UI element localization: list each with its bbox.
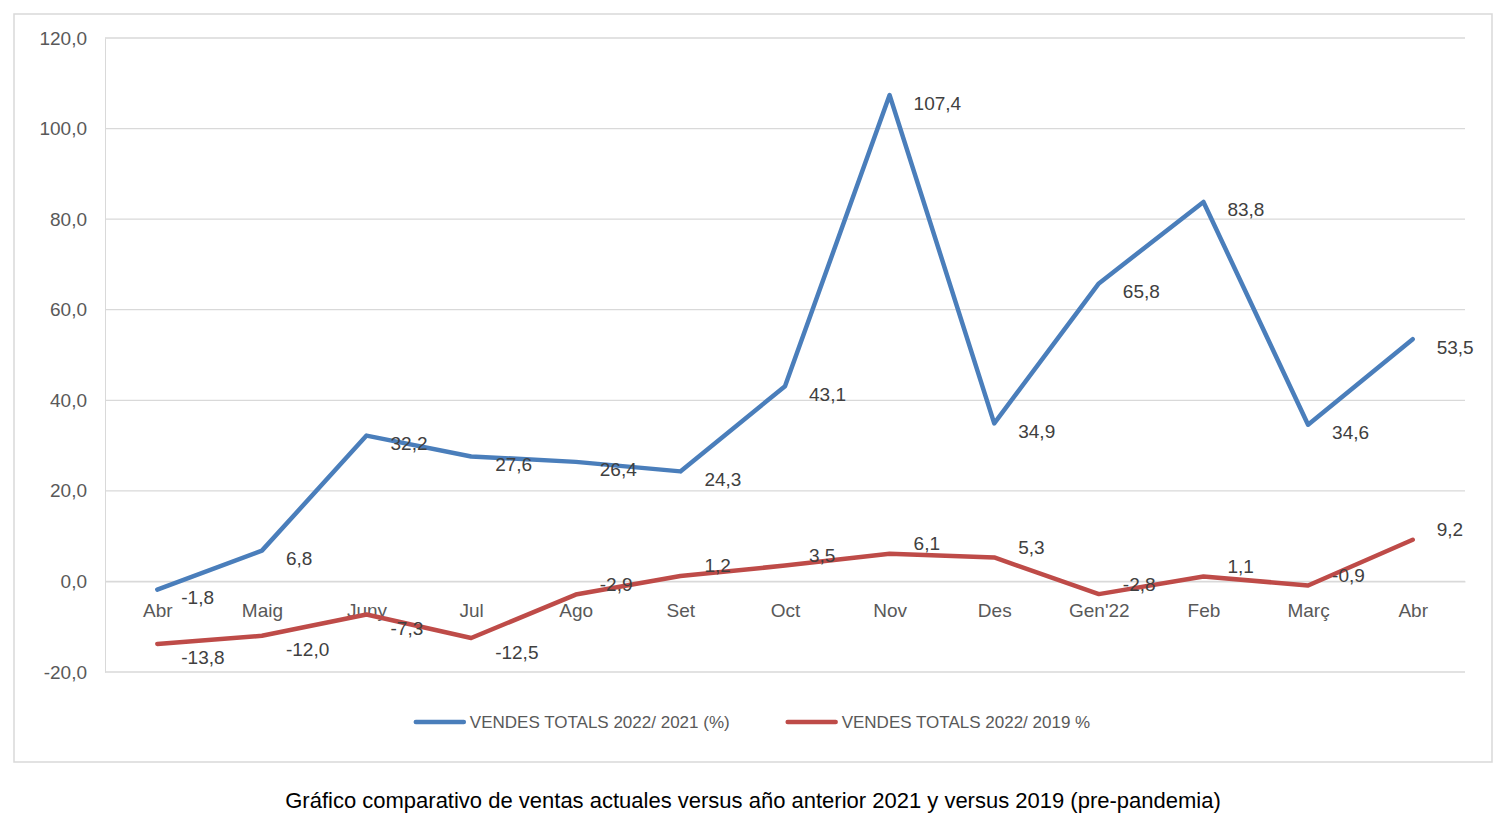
legend-item: VENDES TOTALS 2022/ 2021 (%) <box>416 713 730 732</box>
y-tick-label: 60,0 <box>50 299 87 320</box>
y-tick-label: 20,0 <box>50 480 87 501</box>
x-tick-label: Jul <box>460 600 484 621</box>
x-axis: AbrMaigJunyJulAgoSetOctNovDesGen'22FebMa… <box>106 582 1466 621</box>
data-label: -12,5 <box>495 642 538 663</box>
x-tick-label: Nov <box>873 600 907 621</box>
chart-title: Gráfico comparativo de ventas actuales v… <box>285 788 1221 813</box>
x-tick: Abr <box>143 600 173 621</box>
series-line <box>157 540 1412 644</box>
x-tick: Set <box>667 600 696 621</box>
chart-frame <box>14 14 1492 762</box>
data-label: 43,1 <box>809 384 846 405</box>
data-label: -13,8 <box>181 647 224 668</box>
data-label: 32,2 <box>391 433 428 454</box>
data-label: 107,4 <box>914 93 962 114</box>
plot-area <box>157 95 1412 644</box>
grid-line <box>105 309 1465 310</box>
grid-line <box>105 37 1465 38</box>
axis-line <box>105 39 106 673</box>
data-label: 1,2 <box>704 555 730 576</box>
y-tick-label: 40,0 <box>50 390 87 411</box>
data-label: 6,8 <box>286 548 312 569</box>
data-label: 65,8 <box>1123 281 1160 302</box>
y-tick-label: 120,0 <box>39 28 87 49</box>
x-tick-label: Maig <box>242 600 283 621</box>
legend-swatch <box>788 720 836 725</box>
data-label: 9,2 <box>1437 519 1463 540</box>
x-tick-label: Set <box>667 600 696 621</box>
legend-item: VENDES TOTALS 2022/ 2019 % <box>788 713 1091 732</box>
data-label: 34,6 <box>1332 422 1369 443</box>
y-tick-label: -20,0 <box>44 662 87 683</box>
x-tick: Feb <box>1188 600 1221 621</box>
legend-swatch <box>416 720 464 725</box>
data-label: 53,5 <box>1437 337 1474 358</box>
data-label: -0,9 <box>1332 565 1365 586</box>
data-label: 83,8 <box>1227 199 1264 220</box>
x-tick: Abr <box>1398 600 1428 621</box>
chart: -20,0 0,0 20,0 40,0 60,0 80,0 100,0 120,0 Abr Mai… <box>0 0 1508 822</box>
y-tick: -20,0 <box>44 662 105 683</box>
data-labels: -1,8 6,8 32,2 27,6 26,4 24,3 43,1 107,4 34,9 65,8… <box>181 93 1473 669</box>
data-label: -7,3 <box>391 618 424 639</box>
grid <box>105 38 1465 672</box>
y-tick-label: 0,0 <box>61 571 87 592</box>
data-label: 26,4 <box>600 459 637 480</box>
y-tick: 120,0 <box>39 28 105 49</box>
legend: VENDES TOTALS 2022/ 2021 (%) VENDES TOTAL… <box>416 713 1090 732</box>
y-tick: 80,0 <box>50 209 105 230</box>
y-tick: 40,0 <box>50 390 105 411</box>
y-tick-label: 80,0 <box>50 209 87 230</box>
x-tick-label: Feb <box>1188 600 1221 621</box>
x-tick: Ago <box>559 600 593 621</box>
x-tick-label: Abr <box>1398 600 1428 621</box>
data-label: 5,3 <box>1018 537 1044 558</box>
data-label: 1,1 <box>1227 556 1253 577</box>
data-label: 3,5 <box>809 545 835 566</box>
data-label: 6,1 <box>914 533 940 554</box>
x-tick-label: Des <box>978 600 1012 621</box>
legend-label: VENDES TOTALS 2022/ 2019 % <box>842 713 1091 732</box>
y-tick: 20,0 <box>50 480 105 501</box>
data-label: -12,0 <box>286 639 329 660</box>
x-tick-label: Març <box>1287 600 1329 621</box>
y-tick-label: 100,0 <box>39 118 87 139</box>
x-tick: Oct <box>771 600 801 621</box>
legend-label: VENDES TOTALS 2022/ 2021 (%) <box>470 713 730 732</box>
x-tick-label: Gen'22 <box>1069 600 1130 621</box>
data-label: 27,6 <box>495 454 532 475</box>
y-axis: -20,0 0,0 20,0 40,0 60,0 80,0 100,0 120,0 <box>39 28 105 683</box>
x-tick: Maig <box>242 600 283 621</box>
x-tick: Març <box>1287 600 1329 621</box>
grid-line <box>105 128 1465 129</box>
grid-line <box>105 400 1465 401</box>
data-label: 24,3 <box>704 469 741 490</box>
y-tick: 60,0 <box>50 299 105 320</box>
x-tick-label: Abr <box>143 600 173 621</box>
y-tick: 0,0 <box>61 571 105 592</box>
x-tick: Gen'22 <box>1069 600 1130 621</box>
x-tick: Jul <box>460 600 484 621</box>
series-line <box>157 95 1412 590</box>
data-label: 34,9 <box>1018 421 1055 442</box>
y-tick: 100,0 <box>39 118 105 139</box>
data-label: -1,8 <box>181 587 214 608</box>
x-tick-label: Oct <box>771 600 801 621</box>
x-tick-label: Ago <box>559 600 593 621</box>
x-tick: Nov <box>873 600 907 621</box>
data-label: -2,8 <box>1123 574 1156 595</box>
grid-line <box>105 671 1465 672</box>
grid-line <box>105 490 1465 491</box>
data-label: -2,9 <box>600 574 633 595</box>
x-tick: Des <box>978 600 1012 621</box>
